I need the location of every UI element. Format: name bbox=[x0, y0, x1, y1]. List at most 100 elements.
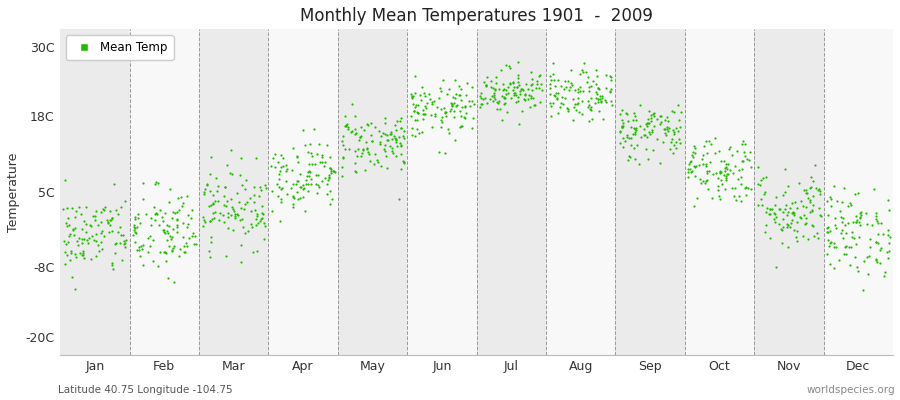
Point bbox=[381, 136, 395, 143]
Point bbox=[624, 142, 638, 148]
Point bbox=[657, 126, 671, 132]
Point bbox=[58, 220, 73, 226]
Point bbox=[84, 256, 98, 262]
Point bbox=[441, 126, 455, 132]
Point bbox=[507, 90, 521, 96]
Point bbox=[781, 183, 796, 190]
Point bbox=[217, 192, 231, 199]
Point bbox=[543, 84, 557, 91]
Point bbox=[176, 200, 191, 206]
Point bbox=[434, 87, 448, 94]
Point bbox=[395, 158, 410, 164]
Point bbox=[683, 158, 698, 164]
Point bbox=[254, 187, 268, 193]
Point bbox=[447, 95, 462, 102]
Point bbox=[271, 192, 285, 199]
Point bbox=[799, 215, 814, 221]
Point bbox=[775, 227, 789, 234]
Point bbox=[759, 222, 773, 228]
Point bbox=[592, 108, 607, 114]
Point bbox=[519, 81, 534, 87]
Point bbox=[258, 185, 273, 191]
Point bbox=[853, 214, 868, 220]
Point bbox=[257, 236, 272, 242]
Point bbox=[323, 164, 338, 171]
Point bbox=[584, 83, 598, 89]
Point bbox=[180, 243, 194, 250]
Point bbox=[464, 125, 479, 132]
Point bbox=[622, 135, 636, 142]
Point bbox=[344, 129, 358, 136]
Point bbox=[133, 253, 148, 259]
Point bbox=[69, 238, 84, 244]
Point bbox=[681, 166, 696, 172]
Point bbox=[88, 252, 103, 259]
Point bbox=[382, 142, 397, 149]
Point bbox=[719, 166, 733, 172]
Point bbox=[838, 244, 852, 250]
Point bbox=[740, 156, 754, 162]
Point bbox=[328, 169, 342, 176]
Point bbox=[484, 84, 499, 90]
Point bbox=[590, 90, 605, 97]
Point bbox=[812, 186, 826, 192]
Point bbox=[568, 100, 582, 107]
Point bbox=[839, 229, 853, 236]
Point bbox=[356, 147, 371, 154]
Point bbox=[236, 224, 250, 230]
Point bbox=[335, 164, 349, 170]
Point bbox=[247, 184, 261, 190]
Point bbox=[843, 244, 858, 250]
Point bbox=[165, 248, 179, 254]
Point bbox=[390, 143, 404, 149]
Point bbox=[652, 160, 667, 167]
Point bbox=[798, 221, 813, 228]
Point bbox=[89, 238, 104, 244]
Point bbox=[686, 149, 700, 155]
Point bbox=[111, 229, 125, 235]
Point bbox=[367, 161, 382, 168]
Point bbox=[627, 125, 642, 131]
Point bbox=[698, 163, 713, 169]
Point bbox=[776, 216, 790, 222]
Point bbox=[184, 233, 199, 239]
Point bbox=[776, 192, 790, 198]
Point bbox=[780, 212, 795, 218]
Point bbox=[149, 211, 164, 218]
Point bbox=[717, 158, 732, 164]
Point bbox=[106, 266, 121, 273]
Point bbox=[96, 233, 111, 239]
Point bbox=[453, 108, 467, 114]
Point bbox=[871, 240, 886, 246]
Point bbox=[811, 187, 825, 193]
Point bbox=[803, 199, 817, 205]
Point bbox=[511, 94, 526, 100]
Point bbox=[546, 60, 561, 66]
Point bbox=[644, 112, 659, 118]
Point bbox=[721, 171, 735, 177]
Point bbox=[619, 134, 634, 140]
Point bbox=[390, 118, 404, 124]
Point bbox=[179, 192, 194, 199]
Point bbox=[711, 187, 725, 193]
Point bbox=[572, 84, 587, 90]
Point bbox=[647, 110, 662, 116]
Point bbox=[244, 221, 258, 227]
Point bbox=[446, 108, 461, 114]
Point bbox=[389, 139, 403, 145]
Point bbox=[632, 161, 646, 167]
Point bbox=[832, 257, 846, 263]
Point bbox=[800, 195, 814, 201]
Point bbox=[739, 183, 753, 190]
Point bbox=[361, 149, 375, 156]
Point bbox=[238, 206, 252, 212]
Point bbox=[462, 98, 476, 104]
Point bbox=[170, 208, 184, 215]
Point bbox=[589, 89, 603, 96]
Point bbox=[558, 94, 572, 101]
Point bbox=[273, 218, 287, 224]
Point bbox=[774, 225, 788, 232]
Point bbox=[854, 209, 868, 216]
Point bbox=[129, 230, 143, 236]
Point bbox=[849, 219, 863, 225]
